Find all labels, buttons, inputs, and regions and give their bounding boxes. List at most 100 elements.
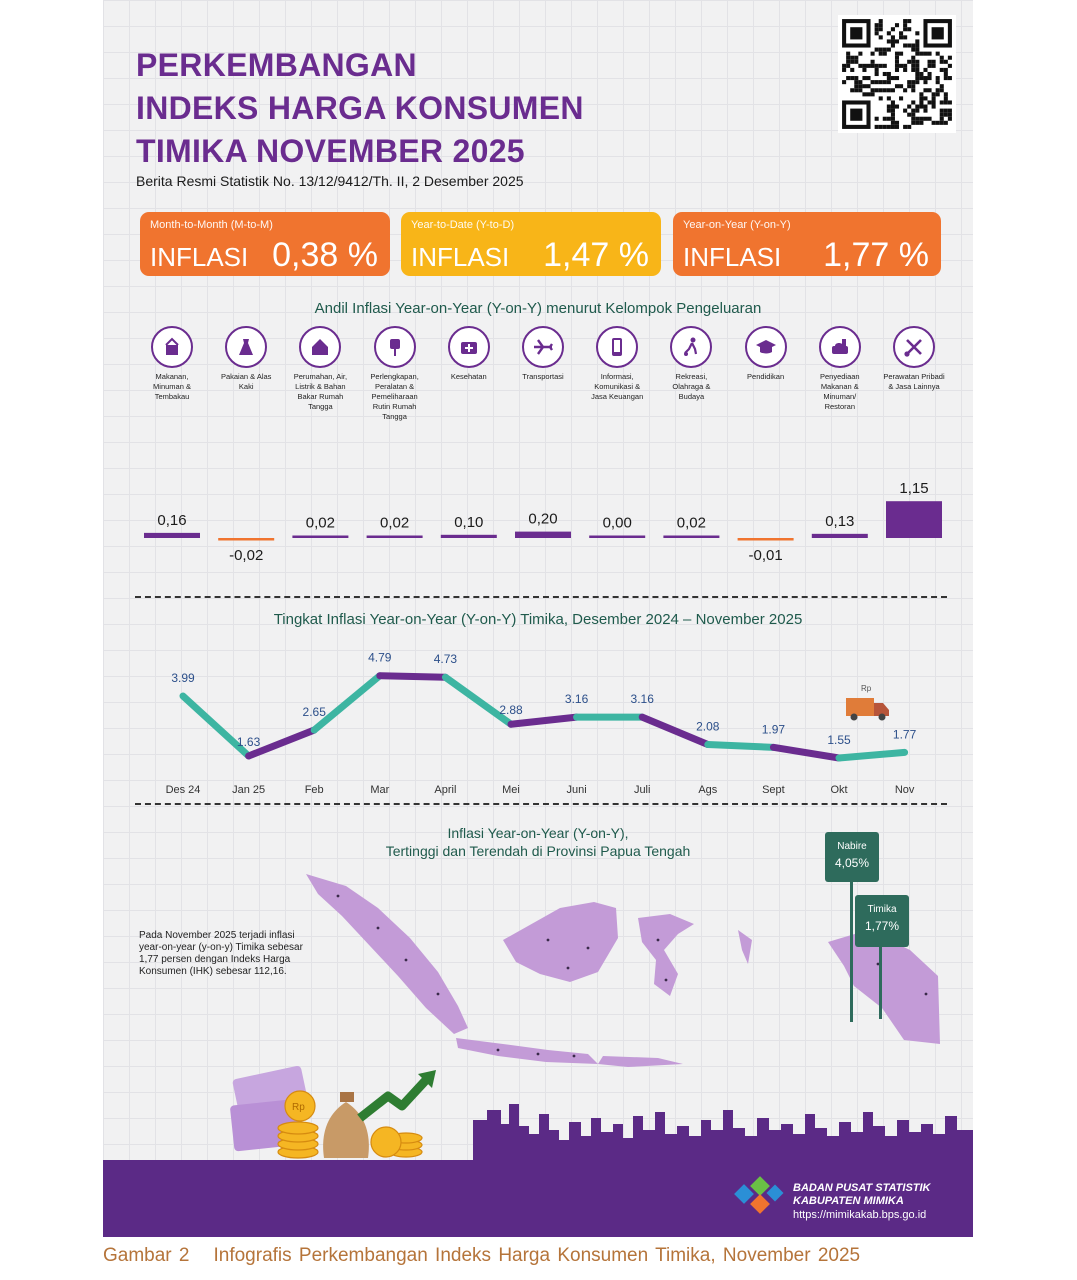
trend-point-value-label: 3.16 [565,692,589,706]
scissors-comb-icon [893,326,935,368]
trend-point-value-label: 1.77 [893,727,917,741]
expenditure-group-label: Perawatan Pribadi & Jasa Lainnya [883,372,945,391]
trend-line-segment [704,741,777,751]
andil-bar [440,534,497,538]
expenditure-group-label: Penyediaan Makanan & Minuman/ Restoran [819,372,860,411]
mtm-inflation-card: Month-to-Month (M-to-M) INFLASI 0,38 % [140,212,390,276]
soccer-player-icon [670,326,713,368]
andil-bar-value-label: 0,20 [528,511,557,528]
andil-bar [811,533,868,538]
trend-point-value-label: 1.55 [827,733,851,747]
expenditure-group-label: Rekreasi, Olahraga & Budaya [672,372,711,401]
card-kind: Year-on-Year (Y-on-Y) [683,219,791,231]
trend-chart-title: Tingkat Inflasi Year-on-Year (Y-on-Y) Ti… [273,611,803,628]
trend-month-tick-label: Feb [305,784,324,796]
andil-bar [663,535,720,538]
map-title-line-2: Tertinggi dan Terendah di Provinsi Papua… [385,843,691,859]
andil-bar-value-label: -0,01 [748,547,782,564]
appliance-plug-icon [373,326,416,368]
trend-line-segment [179,692,253,760]
section-divider [135,596,947,598]
trend-month-tick-label: Des 24 [166,784,201,796]
indonesia-map [306,874,940,1067]
airplane-icon [522,326,564,368]
delivery-truck-icon: Rp [846,684,889,721]
trend-month-tick-label: Juli [634,784,651,796]
trend-month-tick-label: Juni [567,784,587,796]
infographic-poster: PERKEMBANGAN INDEKS HARGA KONSUMEN TIMIK… [103,0,973,1237]
trend-point-value-label: 2.88 [499,703,523,717]
andil-chart-title: Andil Inflasi Year-on-Year (Y-on-Y) menu… [314,300,762,317]
bps-website-link[interactable]: https://mimikakab.bps.go.id [793,1209,927,1221]
trend-line-segment [507,713,581,728]
trend-month-tick-label: Mar [370,784,389,796]
expenditure-group-label: Makanan, Minuman & Tembakau [153,372,191,401]
card-value: 1,47 % [543,236,649,274]
page-title: PERKEMBANGAN INDEKS HARGA KONSUMEN TIMIK… [136,44,584,173]
expenditure-group-1: Makanan, Minuman & Tembakau [141,326,203,402]
expenditure-group-5: Kesehatan [438,326,500,382]
callout-value: 1,77% [864,919,900,933]
expenditure-group-label: Kesehatan [450,372,487,381]
andil-bar-value-label: 0,16 [157,512,186,529]
title-line-2: INDEKS HARGA KONSUMEN [136,90,584,126]
trend-line-segment [835,748,909,762]
andil-bar [886,501,942,538]
figure-caption: Gambar 2 Infografis Perkembangan Indeks H… [103,1245,860,1267]
expenditure-group-label: Informasi, Komunikasi & Jasa Keuangan [591,372,644,401]
card-label: INFLASI [683,242,782,272]
card-kind: Year-to-Date (Y-to-D) [411,219,515,231]
andil-bar-chart: 0,16 -0,02 0,02 0,02 0,10 0,20 0,00 0,02 -0,01 0,… [144,480,942,564]
house-icon [299,326,342,368]
andil-bar-value-label: 0,02 [677,515,706,532]
andil-bar-value-label: 1,15 [899,480,928,497]
org-line-1: BADAN PUSAT STATISTIK [793,1182,931,1194]
callout-pointer [879,947,882,1019]
trend-point-value-label: 2.08 [696,720,720,734]
andil-bar [366,535,423,538]
dress-icon [225,326,268,368]
medical-kit-icon [447,326,490,368]
summary-note: Pada November 2025 terjadi inflasi year-… [139,930,303,977]
trend-point-value-label: 1.63 [237,735,261,749]
figure-number: Gambar 2 [103,1245,190,1266]
release-reference: Berita Resmi Statistik No. 13/12/9412/Th… [136,173,524,189]
expenditure-group-3: Perumahan, Air, Listrik & Bahan Bakar Ru… [289,326,351,412]
food-basket-icon [151,326,193,368]
expenditure-group-label: Perlengkapan, Peralatan & Pemeliharaan R… [370,372,419,421]
expenditure-group-label: Perumahan, Air, Listrik & Bahan Bakar Ru… [293,372,348,411]
andil-bar [218,538,275,541]
map-title-line-1: Inflasi Year-on-Year (Y-on-Y), [447,825,629,841]
trend-month-tick-label: April [434,784,456,796]
andil-bar-value-label: 0,02 [380,515,409,532]
andil-bar-value-label: 0,13 [825,513,854,530]
expenditure-group-9: Pendidikan [735,326,797,382]
trend-point-value-label: 4.79 [368,651,392,665]
city-skyline [473,1104,973,1162]
trend-line-segment [376,672,449,681]
title-line-1: PERKEMBANGAN [136,47,417,83]
card-label: INFLASI [150,242,249,272]
qr-code [838,15,956,133]
expenditure-group-label: Pakaian & Alas Kaki [220,372,272,391]
andil-bar [589,535,646,538]
expenditure-group-6: Transportasi [512,326,574,382]
smartphone-icon [596,326,639,368]
expenditure-group-label: Transportasi [522,372,564,381]
expenditure-group-11: Perawatan Pribadi & Jasa Lainnya [883,326,945,392]
callout-name: Timika [867,904,897,915]
trend-line-segment [769,743,843,762]
expenditure-group-10: Penyediaan Makanan & Minuman/ Restoran [809,326,871,412]
callout-value: 4,05% [834,856,870,870]
truck-currency-label: Rp [861,684,872,693]
coin-currency-label: Rp [292,1102,305,1113]
callout-name: Nabire [837,841,867,852]
trend-line-segment [441,673,515,728]
andil-bar [737,538,794,541]
trend-line-segment [638,713,712,749]
section-divider [135,803,947,805]
expenditure-group-label: Pendidikan [747,372,785,381]
andil-bar-value-label: 0,10 [454,514,483,531]
expenditure-group-7: Informasi, Komunikasi & Jasa Keuangan [586,326,648,402]
trend-month-tick-label: Jan 25 [232,784,265,796]
